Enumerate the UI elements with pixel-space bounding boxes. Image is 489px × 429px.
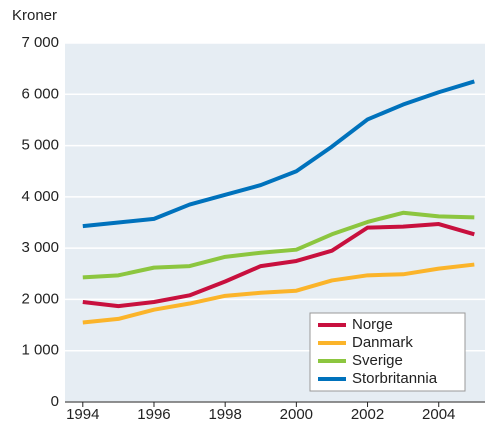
y-axis-label: Kroner [12, 7, 57, 24]
x-tick-label: 2004 [422, 406, 455, 423]
x-tick-label: 2002 [351, 406, 384, 423]
y-tick-label: 5 000 [21, 137, 59, 154]
legend-label: Norge [352, 316, 393, 333]
y-tick-label: 0 [51, 393, 59, 410]
y-tick-label: 3 000 [21, 239, 59, 256]
y-tick-label: 7 000 [21, 34, 59, 51]
series-line [82, 79, 475, 229]
x-tick-label: 1996 [137, 406, 170, 423]
y-tick-label: 1 000 [21, 342, 59, 359]
x-tick-label: 1994 [66, 406, 99, 423]
x-tick-label: 2000 [280, 406, 313, 423]
y-tick-label: 6 000 [21, 85, 59, 102]
series-line [82, 222, 475, 309]
legend-label: Sverige [352, 352, 403, 369]
x-tick-label: 1998 [208, 406, 241, 423]
series-line [82, 262, 475, 325]
series-line [82, 210, 475, 280]
legend-label: Danmark [352, 334, 413, 351]
legend-label: Storbritannia [352, 370, 438, 387]
y-tick-label: 2 000 [21, 290, 59, 307]
y-tick-label: 4 000 [21, 188, 59, 205]
